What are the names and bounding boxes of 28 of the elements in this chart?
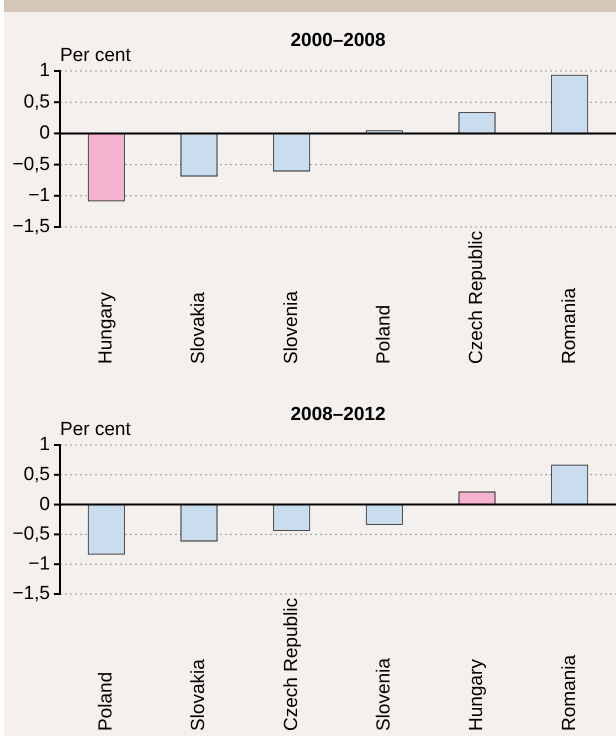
x-tick-label: Romania bbox=[558, 654, 580, 731]
y-tick-label: −0,5 bbox=[12, 154, 50, 175]
x-tick-label: Hungary bbox=[96, 292, 117, 364]
x-tick-label: Slovenia bbox=[280, 290, 302, 364]
y-tick-label: 0,5 bbox=[24, 464, 50, 486]
x-tick-label: Poland bbox=[96, 672, 117, 731]
y-tick-label: −1,5 bbox=[12, 583, 50, 604]
x-tick-label: Czech Republic bbox=[466, 230, 488, 364]
y-tick-label: 0,5 bbox=[24, 91, 50, 112]
x-tick-label: Slovenia bbox=[374, 658, 395, 731]
x-tick-label: Poland bbox=[374, 304, 395, 364]
y-tick-label: −0,5 bbox=[12, 524, 50, 545]
y-tick-label: 1 bbox=[39, 434, 50, 456]
x-tick-label: Czech Republic bbox=[280, 598, 302, 731]
chart-title: 2000–2008 bbox=[290, 30, 386, 52]
y-axis-title: Per cent bbox=[60, 45, 132, 66]
y-tick-label: −1,5 bbox=[12, 216, 50, 238]
chart-title: 2008–2012 bbox=[290, 404, 386, 426]
x-tick-label: Romania bbox=[558, 288, 580, 364]
y-axis-title: Per cent bbox=[60, 419, 132, 440]
y-tick-label: 0 bbox=[39, 494, 50, 515]
x-tick-label: Hungary bbox=[466, 658, 488, 731]
y-tick-label: 1 bbox=[39, 60, 50, 82]
y-tick-label: 0 bbox=[39, 122, 50, 144]
y-tick-label: −1 bbox=[28, 185, 50, 206]
y-tick-label: −1 bbox=[28, 553, 50, 574]
x-tick-label: Slovakia bbox=[188, 292, 210, 364]
x-tick-label: Slovakia bbox=[188, 658, 210, 731]
